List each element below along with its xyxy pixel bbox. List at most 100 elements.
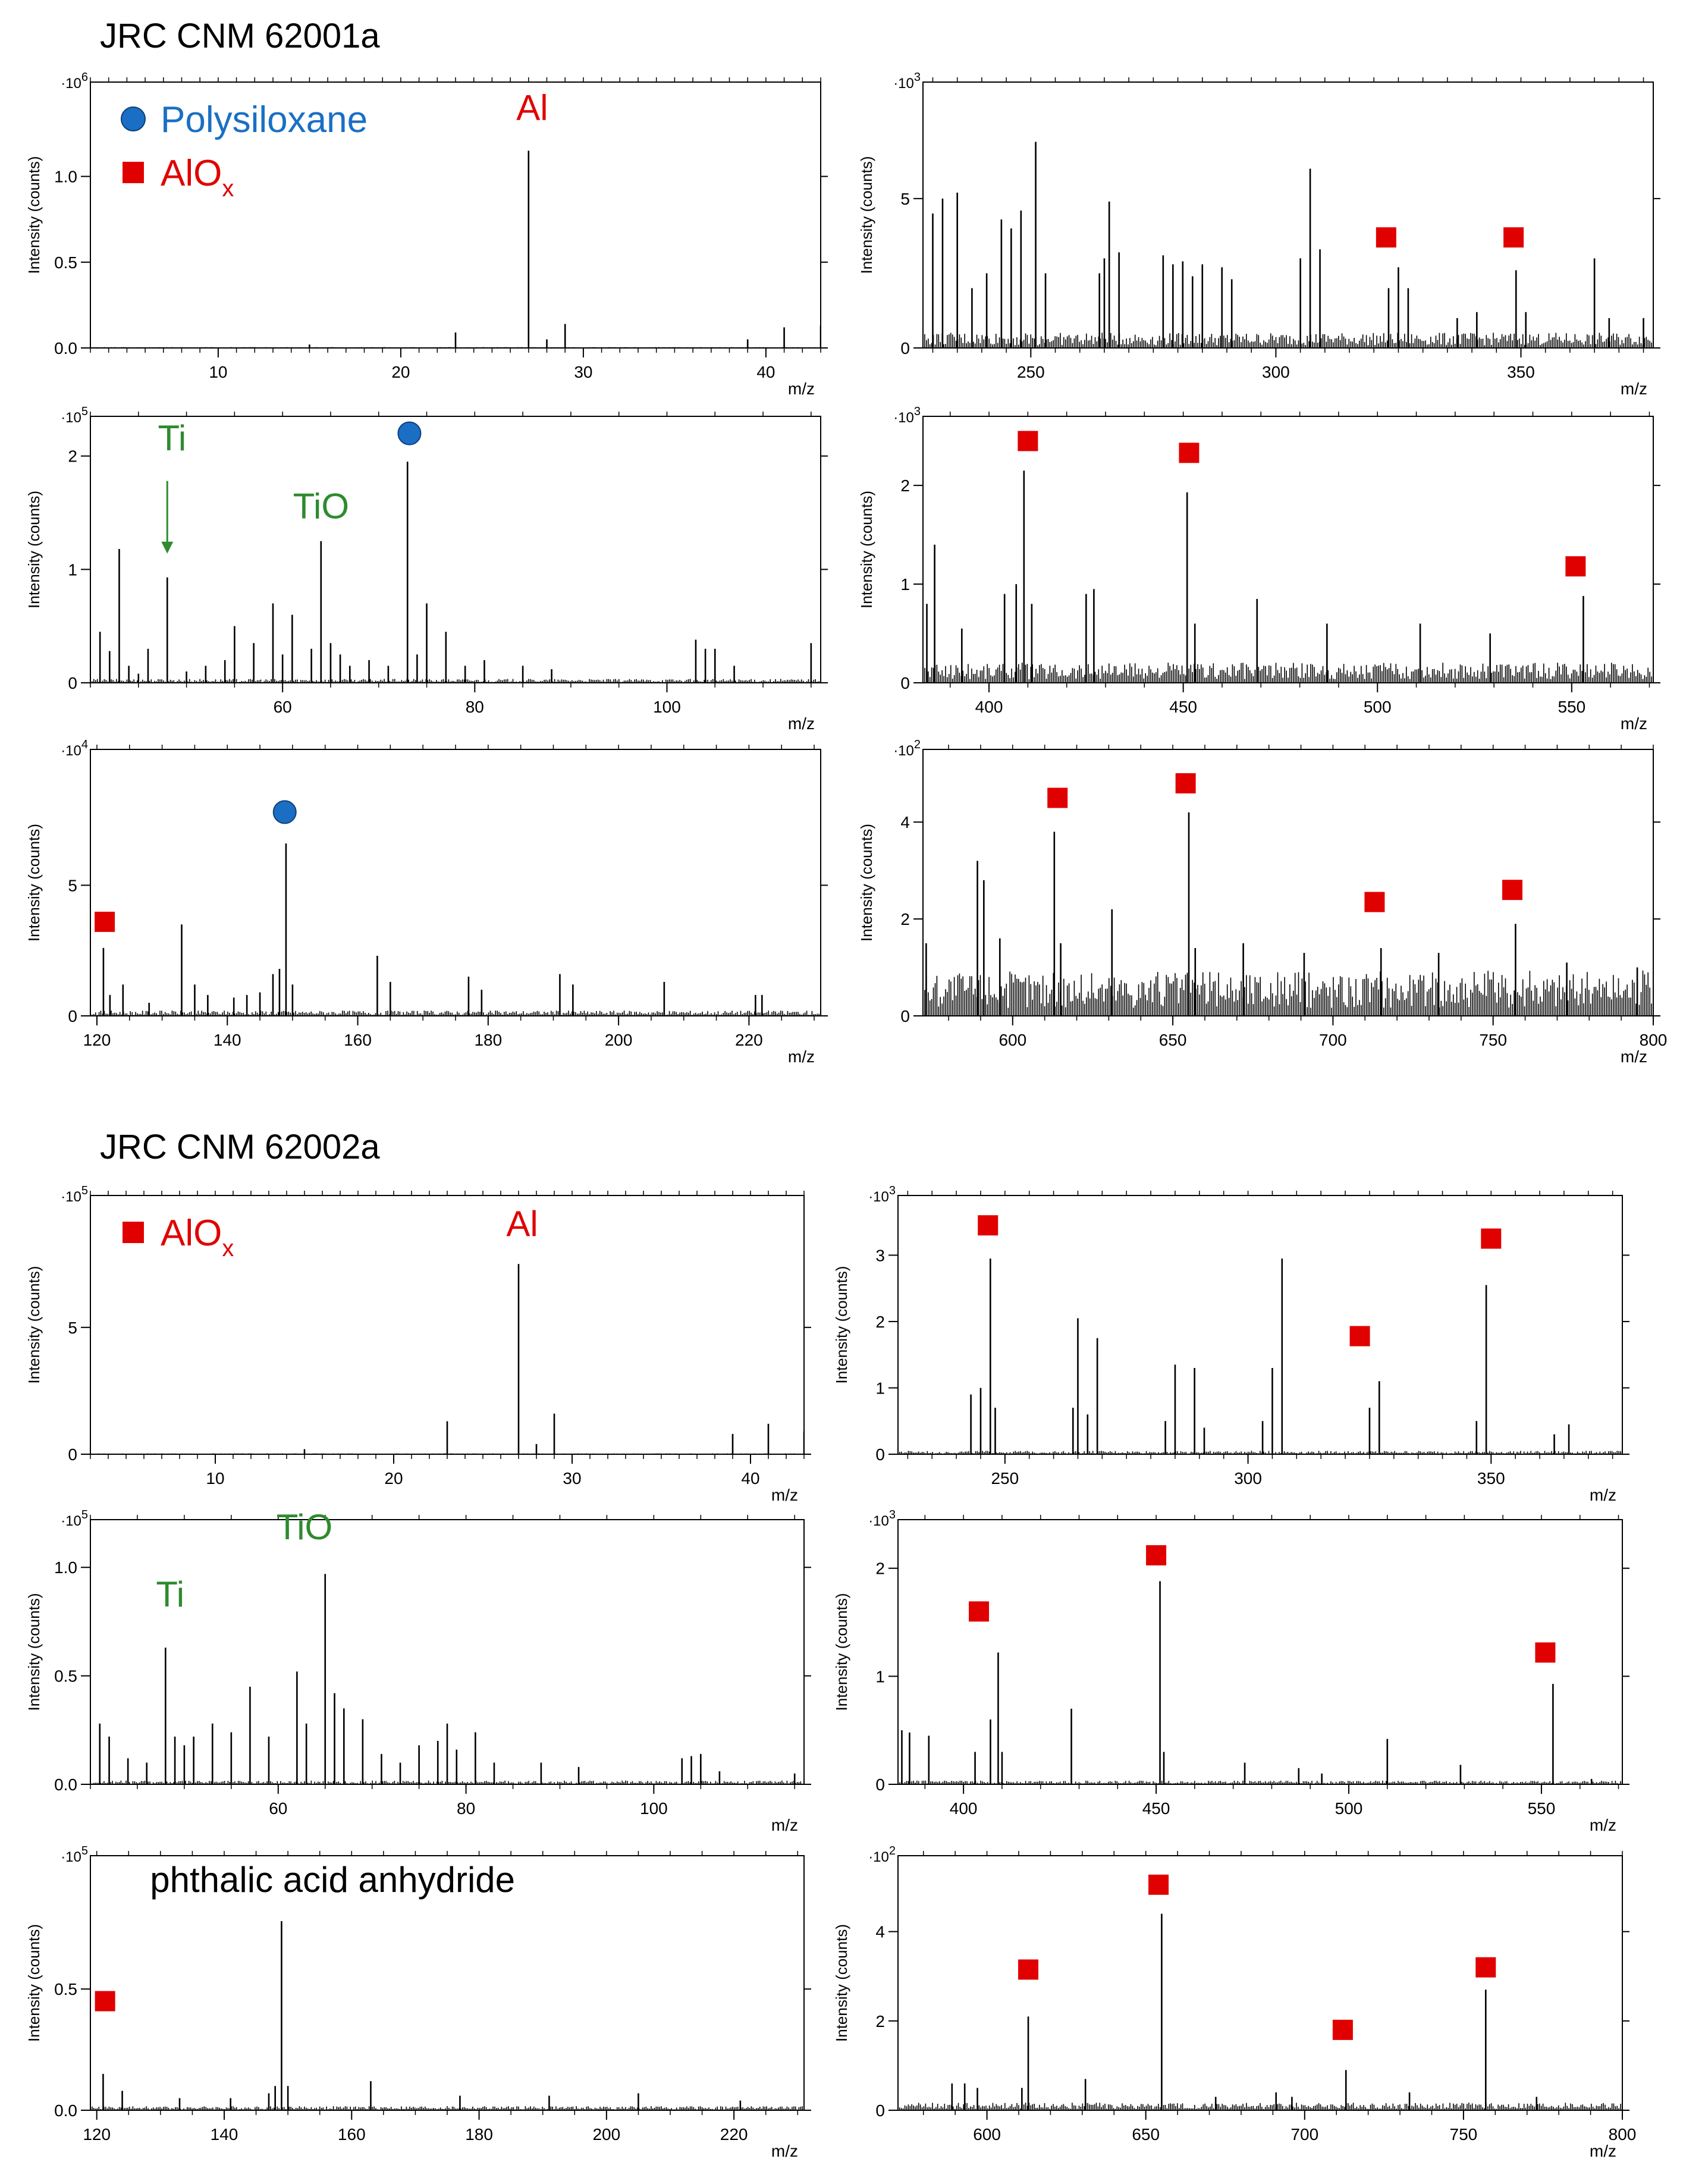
chartb3-xtick-label: 700 <box>1319 1031 1347 1049</box>
charta3-xtick-label: 180 <box>474 1031 502 1049</box>
chartc3-xtick-label: 120 <box>83 2125 111 2144</box>
chartd3-alox-marker <box>1148 1874 1169 1895</box>
chartb1-trace <box>923 142 1652 348</box>
chartc1-xtick-label: 10 <box>206 1469 224 1488</box>
chartc2-annotation: Ti <box>156 1574 184 1614</box>
charta1-legend-circle <box>121 106 146 131</box>
chartc2-ytick-label: 0.0 <box>54 1775 77 1794</box>
chartd2-trace <box>898 1581 1621 1784</box>
chartb2-trace <box>923 470 1652 683</box>
chartb3-alox-marker <box>1047 787 1068 808</box>
charta2-xtick-label: 100 <box>653 698 681 716</box>
chartd2-ylabel: Intensity (counts) <box>833 1593 850 1711</box>
chartc1-legend-label: AlOx <box>161 1213 234 1262</box>
charta1-xlabel: m/z <box>788 379 815 398</box>
chartb1-ytick-label: 0 <box>900 339 910 357</box>
charta2-annotation: TiO <box>293 487 349 526</box>
chartd3-xtick-label: 700 <box>1290 2125 1318 2144</box>
chartc2-noise <box>90 1780 804 1784</box>
chartc2-trace <box>90 1574 804 1784</box>
chartb3-alox-marker <box>1175 773 1196 794</box>
charta1-xtick-label: 40 <box>756 363 775 381</box>
chartc2-scale-exp: 5 <box>81 1508 88 1521</box>
chartb3-scale-exp: 2 <box>914 738 921 751</box>
chartb3-ytick-label: 0 <box>900 1007 910 1025</box>
chartd3-xtick-label: 800 <box>1609 2125 1637 2144</box>
chartd3-ytick-label: 2 <box>875 2012 885 2031</box>
chartc1-xtick-label: 20 <box>384 1469 403 1488</box>
chartc2-ytick-label: 0.5 <box>54 1667 77 1686</box>
chartc2-ylabel: Intensity (counts) <box>25 1593 43 1711</box>
chartb2-alox-marker <box>1018 431 1038 451</box>
chartd2-ytick-label: 0 <box>875 1775 885 1794</box>
charta1-xtick-label: 20 <box>391 363 410 381</box>
chartc3-xtick-label: 180 <box>465 2125 493 2144</box>
charta1-ytick-label: 0.0 <box>54 339 77 357</box>
chartd3-xtick-label: 600 <box>973 2125 1001 2144</box>
chartb3-ytick-label: 2 <box>900 910 910 928</box>
charta2-ytick-label: 2 <box>68 447 77 466</box>
chartc1-xlabel: m/z <box>771 1486 798 1504</box>
chartc3-annotation: phthalic acid anhydride <box>150 1860 515 1900</box>
charta3-ylabel: Intensity (counts) <box>25 824 43 942</box>
chartc3-ylabel: Intensity (counts) <box>25 1924 43 2042</box>
chartd2-xtick-label: 550 <box>1528 1799 1556 1818</box>
chartb1-alox-marker <box>1376 227 1396 248</box>
chartc1-scale-exp: 5 <box>81 1184 88 1197</box>
charta3-alox-marker <box>95 911 115 932</box>
charta1-annotation: Al <box>516 87 548 127</box>
chartd1-ytick-label: 2 <box>875 1313 885 1331</box>
charta1-legend-square <box>123 162 144 183</box>
charta1-ytick-label: 1.0 <box>54 168 77 186</box>
chartc3-trace <box>90 1921 803 2110</box>
charta3-xtick-label: 160 <box>344 1031 372 1049</box>
chartc3-scale-exp: 5 <box>81 1844 88 1857</box>
chartd1-trace <box>898 1258 1621 1454</box>
chartc1-trace <box>90 1264 804 1454</box>
chartd1-xtick-label: 250 <box>991 1469 1019 1488</box>
charta1-xtick-label: 10 <box>209 363 227 381</box>
charta1-legend-label: Polysiloxane <box>161 99 368 140</box>
chartb2-xtick-label: 450 <box>1169 698 1197 716</box>
section-title-62001a: JRC CNM 62001a <box>100 17 380 55</box>
charta1-legend-label: AlOx <box>161 153 234 202</box>
chartd2-alox-marker <box>969 1601 990 1622</box>
chartb2-alox-marker <box>1565 556 1586 577</box>
chartb2-ylabel: Intensity (counts) <box>858 491 875 608</box>
charta2-scale-exp: 5 <box>81 405 88 418</box>
charta2-ti-arrow-head <box>161 541 174 554</box>
chartb3-xtick-label: 800 <box>1640 1031 1668 1049</box>
chartb3-alox-marker <box>1502 880 1523 900</box>
charta2-ytick-label: 1 <box>68 560 77 579</box>
chartb1-xtick-label: 350 <box>1507 363 1535 381</box>
chartb1-scale-exp: 3 <box>914 71 921 84</box>
charta2-trace <box>90 462 821 683</box>
chartd2-ytick-label: 1 <box>875 1667 885 1686</box>
chartc3-noise <box>90 2106 803 2110</box>
charta3-trace <box>90 843 819 1016</box>
charta3-xtick-label: 120 <box>83 1031 111 1049</box>
chartb3-xtick-label: 600 <box>999 1031 1026 1049</box>
charta3-scale-exp: 4 <box>81 738 88 751</box>
chartc2-annotation: TiO <box>277 1507 332 1547</box>
chartd3-xtick-label: 650 <box>1132 2125 1160 2144</box>
chartc2-xlabel: m/z <box>771 1816 798 1834</box>
chartb1-ylabel: Intensity (counts) <box>858 156 875 274</box>
charta3-ytick-label: 5 <box>68 876 77 895</box>
chartc3-ytick-label: 0.0 <box>54 2101 77 2120</box>
chartb1-xlabel: m/z <box>1621 379 1647 398</box>
chartd3-alox-marker <box>1332 2019 1353 2040</box>
chartc1-ytick-label: 0 <box>68 1445 77 1464</box>
chartd3-alox-marker <box>1475 1957 1496 1978</box>
chartd1-xtick-label: 300 <box>1234 1469 1262 1488</box>
charta2-polysiloxane-marker <box>397 421 422 445</box>
chartd1-alox-marker <box>978 1215 999 1236</box>
charta1-ytick-label: 0.5 <box>54 253 77 272</box>
charta3-xtick-label: 220 <box>735 1031 763 1049</box>
chartb2-alox-marker <box>1179 443 1200 463</box>
